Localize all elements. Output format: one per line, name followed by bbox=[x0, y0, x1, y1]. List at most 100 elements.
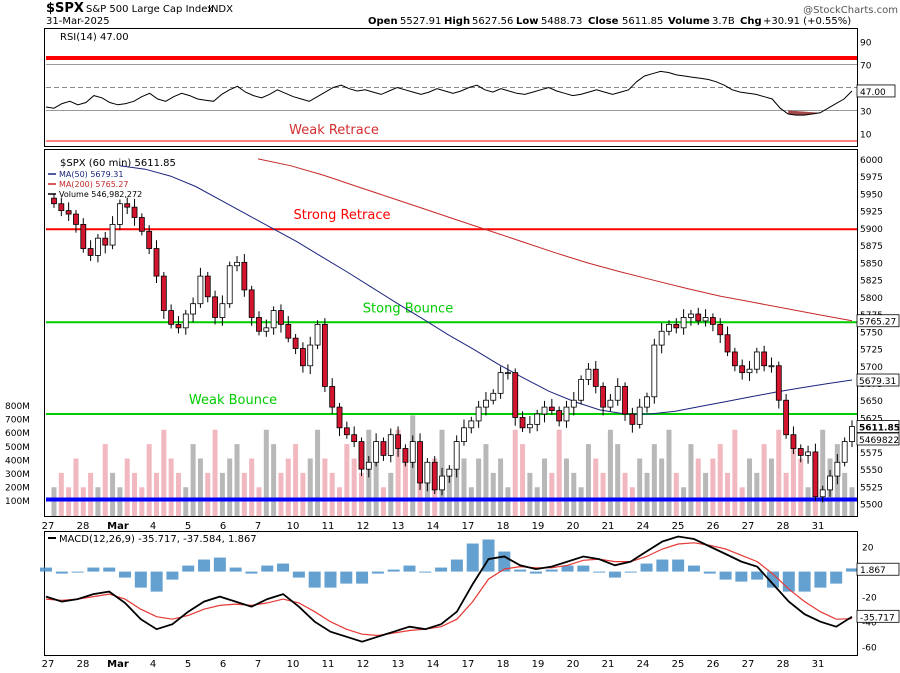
candle-body bbox=[505, 372, 511, 375]
candle-body bbox=[827, 475, 833, 491]
price-tag: 5679.31 bbox=[859, 377, 896, 387]
macd-histogram-bar bbox=[292, 571, 305, 578]
candle-body bbox=[622, 386, 628, 415]
candle-body bbox=[73, 213, 79, 225]
volume-bar bbox=[820, 429, 826, 516]
watermark: @StockCharts.com bbox=[803, 5, 898, 16]
candle-body bbox=[585, 368, 592, 380]
volume-bar bbox=[600, 472, 606, 516]
price-tick-label: 5825 bbox=[860, 277, 883, 287]
volume-bar bbox=[461, 458, 467, 516]
volume-bar bbox=[446, 472, 452, 516]
macd-histogram-bar bbox=[324, 571, 337, 588]
candle-body bbox=[102, 237, 109, 246]
macd-line bbox=[45, 535, 853, 643]
volume-bar bbox=[293, 444, 299, 516]
x-axis-label-top: 20 bbox=[567, 521, 580, 532]
x-axis-label-top: 14 bbox=[427, 521, 440, 532]
macd-histogram-bar bbox=[687, 565, 700, 572]
volume-bar bbox=[527, 472, 533, 516]
price-tick-label: 5950 bbox=[860, 190, 883, 200]
macd-histogram-bar bbox=[703, 571, 716, 574]
volume-bar bbox=[593, 458, 599, 516]
volume-bar bbox=[402, 458, 408, 516]
macd-histogram-bar bbox=[166, 571, 179, 580]
volume-bar bbox=[95, 487, 101, 516]
x-axis-label-top: Mar bbox=[107, 521, 129, 532]
candle-body bbox=[285, 323, 292, 339]
volume-bar bbox=[380, 487, 386, 516]
macd-histogram-bar bbox=[608, 571, 621, 578]
x-axis-label-bottom: 7 bbox=[255, 659, 261, 670]
volume-tick-label: 500M bbox=[5, 443, 30, 453]
x-axis-label-bottom: 25 bbox=[672, 659, 685, 670]
x-axis-label-bottom: 18 bbox=[497, 659, 510, 670]
candle-body bbox=[124, 203, 131, 208]
volume-bar bbox=[805, 487, 811, 516]
volume-bar bbox=[703, 472, 709, 516]
candle-body bbox=[146, 230, 153, 249]
volume-bar bbox=[637, 458, 643, 516]
volume-bar bbox=[307, 458, 313, 516]
rsi-tick-label: 10 bbox=[860, 131, 872, 141]
macd-histogram-bar bbox=[308, 571, 321, 588]
volume-bar bbox=[534, 487, 540, 516]
volume-bar bbox=[212, 429, 218, 516]
candle-body bbox=[417, 441, 423, 484]
macd-histogram-bar bbox=[87, 567, 100, 572]
candle-body bbox=[790, 434, 797, 449]
candle-body bbox=[526, 423, 533, 429]
candle-body bbox=[138, 217, 145, 232]
candle-body bbox=[695, 313, 702, 322]
volume-tick-label: 100M bbox=[5, 497, 30, 507]
x-axis-label-top: 27 bbox=[742, 521, 755, 532]
x-axis-label-bottom: 28 bbox=[77, 659, 90, 670]
volume-bar bbox=[483, 444, 489, 516]
x-axis-label-bottom: 4 bbox=[150, 659, 156, 670]
volume-bar bbox=[717, 444, 723, 516]
macd-histogram-bar bbox=[182, 565, 195, 572]
volume-bar bbox=[490, 472, 496, 516]
low-label: Low bbox=[516, 16, 538, 27]
volume-bar bbox=[337, 487, 343, 516]
candle-body bbox=[702, 317, 709, 322]
price-tick-label: 5650 bbox=[860, 397, 883, 407]
x-axis-label-bottom: 14 bbox=[427, 659, 440, 670]
volume-tick-label: 300M bbox=[5, 470, 30, 480]
macd-histogram-bar bbox=[340, 571, 353, 584]
candle-body bbox=[278, 310, 284, 325]
candle-body bbox=[717, 323, 724, 336]
price-tick-label: 5725 bbox=[860, 346, 883, 356]
volume-bar bbox=[776, 429, 782, 516]
macd-histogram-bar bbox=[735, 571, 748, 582]
x-axis-label-bottom: 10 bbox=[287, 659, 300, 670]
candle-body bbox=[160, 275, 167, 311]
volume-bar bbox=[681, 487, 687, 516]
volume-bar bbox=[563, 458, 569, 516]
macd-histogram-bar bbox=[766, 571, 779, 588]
volume-bar bbox=[768, 458, 774, 516]
x-axis-label-top: 31 bbox=[812, 521, 825, 532]
candle-body bbox=[153, 248, 160, 277]
macd-histogram-bar bbox=[150, 571, 163, 592]
macd-histogram-bar bbox=[466, 543, 479, 572]
volume-bar bbox=[66, 487, 72, 516]
macd-panel bbox=[44, 531, 858, 656]
volume-bar bbox=[498, 458, 504, 516]
candle-body bbox=[775, 365, 782, 401]
candle-body bbox=[607, 399, 614, 408]
volume-bar bbox=[395, 429, 401, 516]
rsi-label: RSI(14) 47.00 bbox=[60, 32, 129, 43]
candle-body bbox=[753, 351, 760, 370]
volume-bar bbox=[51, 487, 57, 516]
x-axis-label-bottom: 6 bbox=[220, 659, 226, 670]
candle-body bbox=[263, 327, 270, 332]
candle-body bbox=[351, 434, 358, 443]
candle-body bbox=[248, 289, 255, 318]
price-tick-label: 5875 bbox=[860, 242, 883, 252]
candle-body bbox=[314, 323, 321, 346]
volume-bar bbox=[271, 444, 277, 516]
volume-bar bbox=[388, 472, 394, 516]
candle-body bbox=[321, 323, 328, 387]
